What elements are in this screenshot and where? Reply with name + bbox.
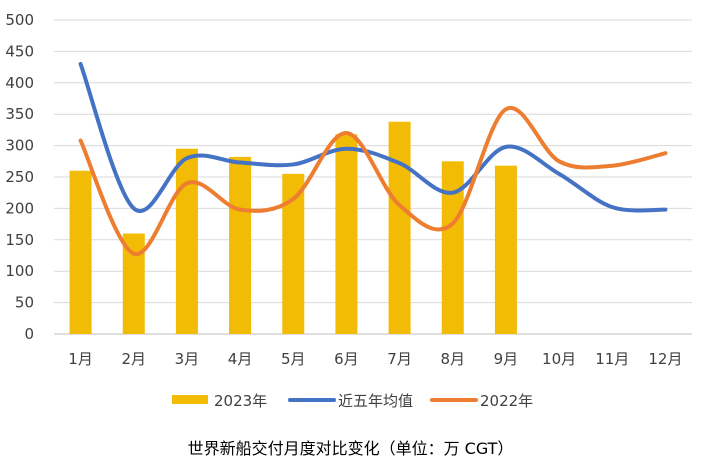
bar — [69, 170, 92, 334]
bar-series-2023 — [69, 121, 517, 335]
x-tick-label: 9月 — [494, 350, 519, 368]
x-tick-label: 8月 — [440, 350, 465, 368]
y-tick-label: 150 — [5, 231, 34, 249]
y-tick-label: 50 — [15, 294, 34, 312]
legend-label: 近五年均值 — [338, 392, 413, 410]
bar — [122, 233, 145, 334]
x-tick-label: 11月 — [595, 350, 629, 368]
y-tick-label: 250 — [5, 168, 34, 186]
line-series-path — [78, 61, 668, 213]
y-tick-label: 300 — [5, 137, 34, 155]
bar — [229, 156, 252, 334]
y-tick-label: 0 — [24, 325, 34, 343]
bar — [282, 173, 305, 334]
gridlines — [54, 19, 692, 335]
x-tick-label: 6月 — [334, 350, 359, 368]
x-tick-label: 3月 — [175, 350, 200, 368]
legend-label: 2022年 — [480, 392, 533, 410]
x-tick-label: 10月 — [542, 350, 576, 368]
x-tick-label: 1月 — [68, 350, 93, 368]
bar — [388, 121, 411, 335]
y-tick-label: 200 — [5, 199, 34, 217]
legend: 2023年 近五年均值 2022年 — [172, 392, 533, 410]
line-series-path — [78, 105, 668, 256]
y-tick-label: 100 — [5, 262, 34, 280]
x-axis-ticks: 1月 2月 3月 4月 5月 6月 7月 8月 9月 10月 11月 12月 — [68, 350, 682, 368]
x-tick-label: 2月 — [121, 350, 146, 368]
bar — [494, 165, 517, 334]
y-tick-label: 450 — [5, 42, 34, 60]
legend-label: 2023年 — [214, 392, 267, 410]
x-tick-label: 5月 — [281, 350, 306, 368]
line-series — [78, 61, 668, 256]
x-tick-label: 4月 — [228, 350, 253, 368]
bar — [441, 161, 464, 334]
bar — [335, 134, 358, 334]
y-tick-label: 400 — [5, 74, 34, 92]
chart-title: 世界新船交付月度对比变化（单位：万 CGT） — [187, 439, 514, 458]
y-tick-label: 350 — [5, 105, 34, 123]
y-tick-label: 500 — [5, 11, 34, 29]
x-tick-label: 7月 — [387, 350, 412, 368]
x-tick-label: 12月 — [648, 350, 682, 368]
legend-swatch — [172, 395, 208, 404]
y-axis-ticks: 0 50 100 150 200 250 300 350 400 450 500 — [5, 11, 34, 343]
bar — [175, 148, 198, 334]
